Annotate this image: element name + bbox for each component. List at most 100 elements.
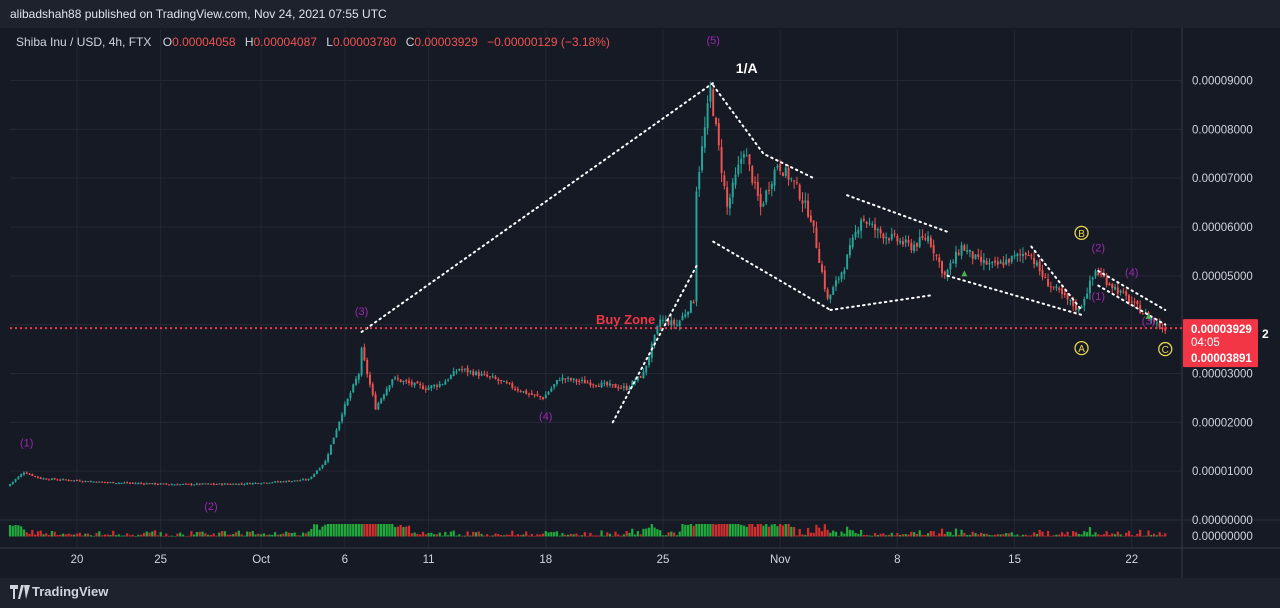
volume-bar	[550, 531, 553, 537]
volume-bar	[1088, 527, 1092, 537]
volume-bar	[709, 524, 712, 537]
candle-body	[952, 261, 955, 264]
volume-bar	[262, 533, 266, 537]
candle-body	[569, 378, 572, 381]
volume-bar	[39, 530, 42, 537]
candle-body	[522, 391, 525, 393]
candle-body	[488, 376, 491, 378]
candle-body	[974, 254, 977, 260]
time-tick-label: 6	[342, 554, 348, 566]
volume-bar	[407, 525, 411, 537]
legend-change: −0.00000129 (−3.18%)	[487, 35, 610, 49]
time-tick-label: 20	[71, 554, 84, 566]
candle-body	[879, 229, 882, 234]
volume-bar	[349, 524, 352, 537]
candle-body	[240, 483, 243, 485]
volume-bar	[195, 531, 199, 537]
candle-body	[954, 251, 957, 264]
tradingview-brand[interactable]: TradingView	[32, 584, 109, 599]
candle-body	[1164, 327, 1167, 331]
volume-bar	[734, 524, 737, 537]
candle-body	[1005, 259, 1008, 265]
time-tick-label: 15	[1008, 554, 1021, 566]
candle-body	[717, 123, 720, 146]
candle-body	[302, 479, 304, 481]
candle-body	[1010, 255, 1013, 262]
volume-bar	[446, 535, 450, 537]
candle-body	[547, 391, 550, 395]
candle-body	[391, 379, 394, 386]
volume-bar	[466, 531, 469, 537]
candle-body	[1013, 255, 1016, 257]
price-chart[interactable]: Buy Zone (1) (2) (3) (4) (5) 1/A (1) (2) (3) (4) A…	[0, 28, 1280, 578]
volume-bar	[661, 535, 665, 537]
candle-body	[888, 238, 890, 241]
candle-body	[427, 387, 430, 390]
volume-bar	[368, 524, 372, 537]
candle-body	[1158, 322, 1161, 328]
candle-body	[835, 280, 837, 287]
volume-bar	[117, 534, 120, 537]
candle-body	[416, 381, 419, 384]
candle-body	[1041, 270, 1044, 278]
volume-bar	[53, 531, 56, 537]
volume-bar	[120, 535, 123, 537]
candle-body	[921, 236, 924, 239]
volume-bar	[33, 534, 37, 537]
candle-body	[882, 233, 885, 239]
legend-symbol: Shiba Inu / USD, 4h, FTX	[16, 35, 151, 49]
candle-body	[893, 233, 896, 235]
volume-bar	[430, 532, 433, 537]
volume-bar	[706, 524, 709, 537]
candles	[9, 81, 1167, 487]
volume-bar	[963, 532, 966, 537]
candle-body	[555, 380, 558, 385]
candle-body	[628, 387, 631, 390]
volume-bar	[759, 524, 762, 537]
candle-body	[1116, 287, 1119, 294]
candle-body	[207, 483, 210, 485]
candle-body	[271, 482, 274, 484]
volume-bar	[832, 530, 835, 537]
volume-bar	[586, 535, 589, 537]
volume-bar	[1113, 534, 1117, 537]
volume-bar	[469, 535, 472, 537]
volume-bar	[237, 530, 240, 537]
volume-bar	[441, 535, 444, 537]
candle-body	[145, 483, 148, 485]
candle-body	[963, 245, 966, 251]
candle-body	[441, 384, 444, 386]
candle-body	[656, 325, 659, 334]
volume-bar	[114, 535, 118, 537]
volume-bar	[865, 534, 868, 537]
volume-bar	[918, 530, 921, 537]
volume-bar	[148, 532, 151, 537]
candle-body	[756, 181, 759, 196]
candle-body	[1024, 252, 1027, 256]
volume-bar	[751, 524, 754, 537]
candle-body	[1161, 327, 1164, 329]
candle-body	[684, 314, 687, 317]
volume-bar	[59, 534, 62, 537]
volume-bar	[614, 531, 617, 537]
candle-body	[899, 240, 902, 243]
candle-body	[514, 388, 517, 390]
candle-body	[675, 324, 678, 326]
candle-body	[410, 382, 413, 385]
candle-body	[765, 190, 768, 203]
candle-body	[318, 468, 321, 471]
candle-body	[438, 383, 441, 387]
volume-bar	[142, 533, 146, 537]
volume-bar	[170, 535, 173, 537]
candle-body	[508, 382, 511, 384]
candle-body	[648, 356, 650, 365]
legend-l-value: 0.00003780	[333, 35, 397, 49]
candle-body	[1027, 254, 1030, 256]
volume-bar	[1072, 531, 1075, 537]
candle-body	[31, 474, 34, 476]
price-tick-label: 0.00003000	[1192, 368, 1253, 380]
candle-body	[589, 382, 592, 386]
volume-bar	[893, 535, 896, 537]
candle-body	[1128, 295, 1130, 303]
volume-bar	[642, 528, 645, 537]
